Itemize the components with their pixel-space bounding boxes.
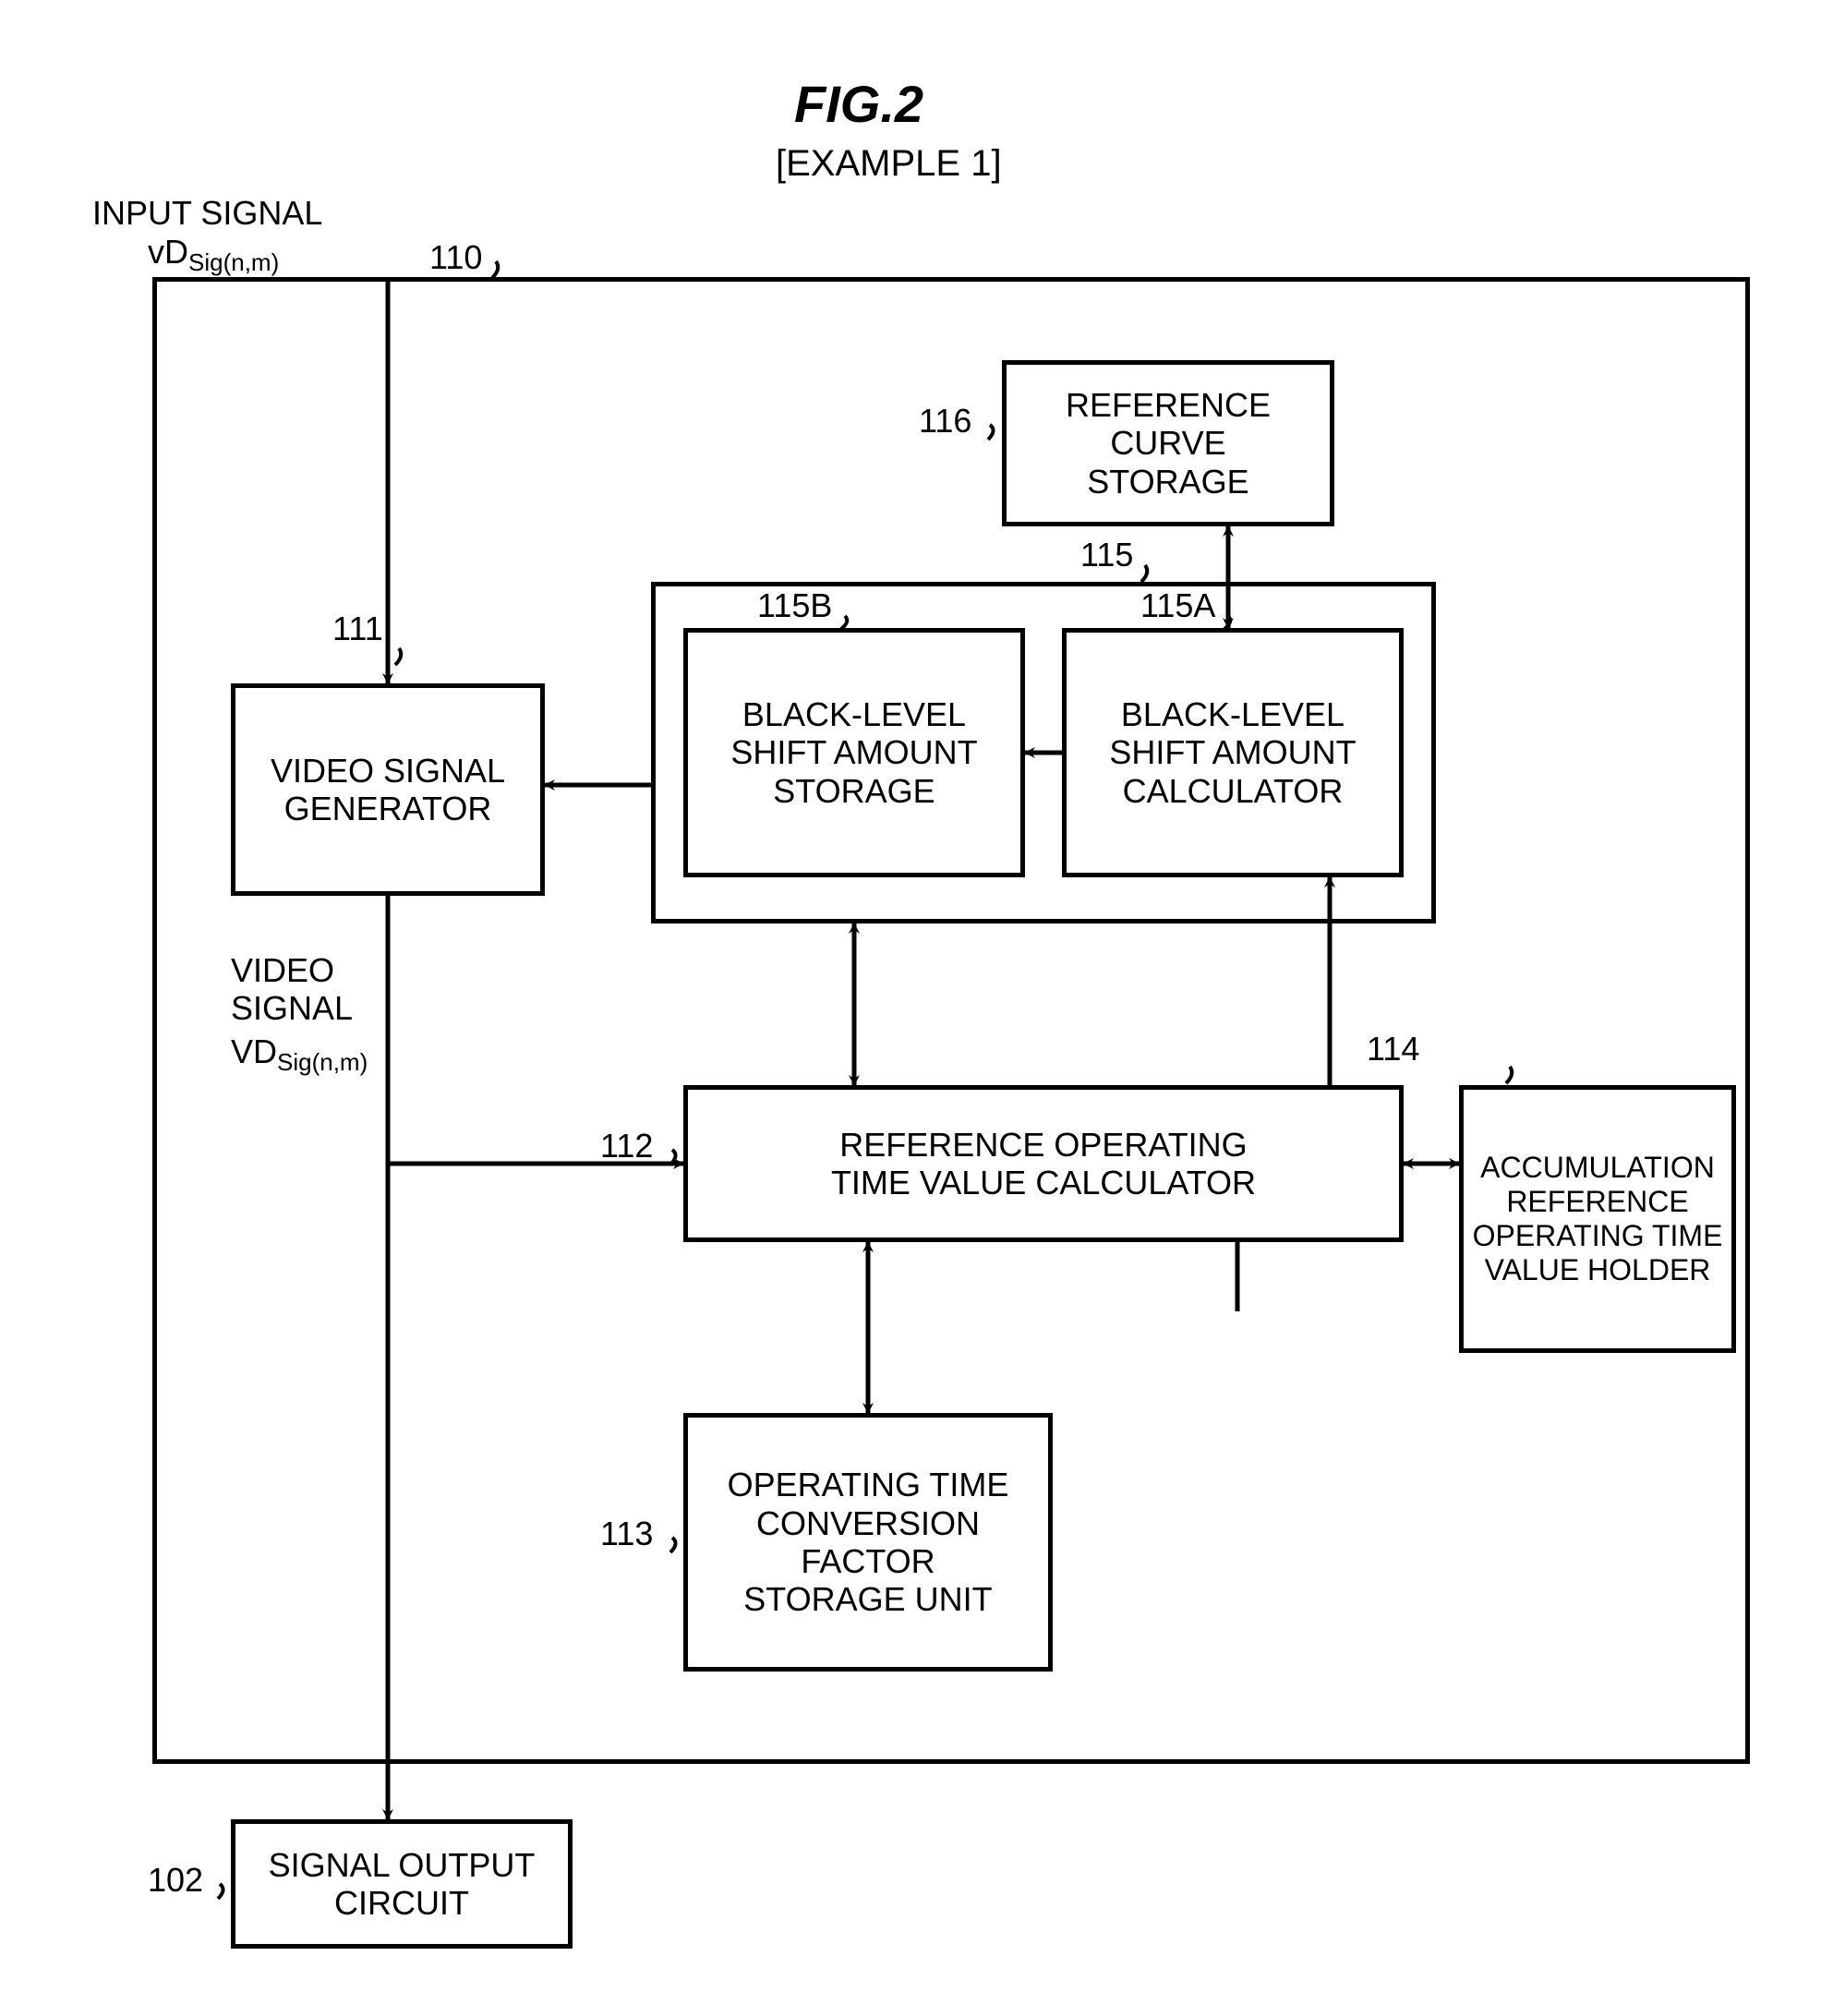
label-input-signal: INPUT SIGNAL: [92, 194, 322, 232]
label-input-signal-sub: vDSig(n,m): [148, 233, 279, 277]
ref-110: 110: [429, 238, 482, 277]
ref-115B: 115B: [757, 586, 832, 625]
figure-subtitle: [EXAMPLE 1]: [776, 143, 1002, 185]
ref-102: 102: [148, 1861, 203, 1900]
diagram-canvas: FIG.2 [EXAMPLE 1] VIDEO SIGNAL GENERATOR…: [37, 37, 1796, 1979]
ref-115A: 115A: [1140, 586, 1215, 625]
ref-113: 113: [600, 1515, 653, 1553]
block-accumulation-reference: ACCUMULATION REFERENCE OPERATING TIME VA…: [1459, 1085, 1736, 1353]
block-video-signal-generator: VIDEO SIGNAL GENERATOR: [231, 683, 545, 896]
label-video-signal-sub: VDSig(n,m): [231, 1032, 368, 1077]
ref-111: 111: [332, 610, 383, 648]
figure-title: FIG.2: [794, 74, 923, 134]
block-reference-operating: REFERENCE OPERATING TIME VALUE CALCULATO…: [683, 1085, 1404, 1242]
label-video-signal: VIDEO SIGNAL: [231, 951, 353, 1028]
block-black-level-storage: BLACK-LEVEL SHIFT AMOUNT STORAGE: [683, 628, 1025, 877]
ref-115: 115: [1080, 536, 1133, 574]
ref-116: 116: [919, 402, 971, 441]
block-operating-time-conversion: OPERATING TIME CONVERSION FACTOR STORAGE…: [683, 1413, 1053, 1672]
block-black-level-calculator: BLACK-LEVEL SHIFT AMOUNT CALCULATOR: [1062, 628, 1404, 877]
block-signal-output-circuit: SIGNAL OUTPUT CIRCUIT: [231, 1819, 573, 1949]
block-reference-curve-storage: REFERENCE CURVE STORAGE: [1002, 360, 1334, 526]
ref-114: 114: [1367, 1030, 1419, 1068]
ref-112: 112: [600, 1127, 653, 1165]
